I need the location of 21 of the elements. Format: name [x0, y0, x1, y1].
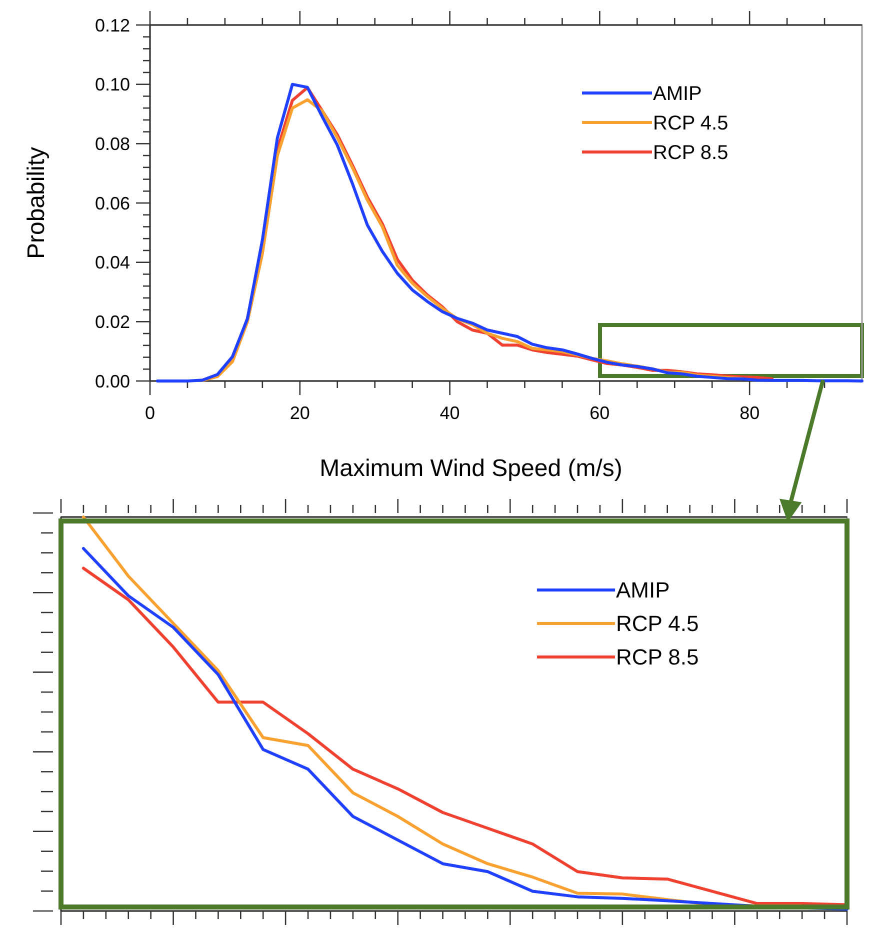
- y-tick-label: 0.00: [94, 371, 130, 392]
- legend-label: RCP 4.5: [653, 112, 728, 134]
- x-tick-label: 40: [440, 403, 460, 423]
- line-series: [156, 82, 864, 382]
- y-tick-label: 0.02: [94, 312, 130, 332]
- x-tick-label: 20: [290, 403, 310, 423]
- x-tick-label: 80: [740, 403, 760, 423]
- legend-label: AMIP: [616, 578, 670, 603]
- y-tick-label: 0.12: [94, 15, 130, 36]
- y-axis-title: Probability: [23, 146, 50, 260]
- legend-label: RCP 8.5: [616, 644, 699, 670]
- y-tick-label: 0.06: [94, 193, 130, 214]
- x-axis-title: Maximum Wind Speed (m/s): [320, 455, 622, 482]
- y-tick-label: 0.10: [94, 74, 130, 95]
- legend-label: AMIP: [653, 83, 702, 105]
- x-tick-label: 0: [144, 403, 156, 423]
- y-tick-label: 0.08: [94, 134, 130, 154]
- x-tick-label: 60: [590, 403, 610, 423]
- legend-label: RCP 8.5: [653, 142, 728, 164]
- legend-label: RCP 4.5: [616, 611, 699, 636]
- y-tick-label: 0.04: [94, 252, 130, 273]
